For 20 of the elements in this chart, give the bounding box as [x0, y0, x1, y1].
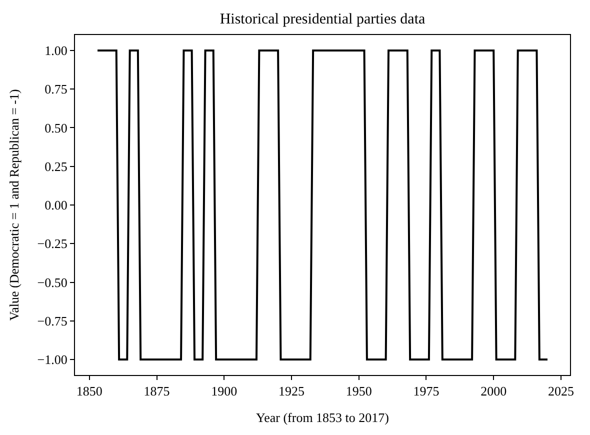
y-axis-title: Value (Democratic = 1 and Republican = -1) [6, 89, 22, 321]
y-tick-label: −1.00 [37, 352, 68, 368]
y-tick-label: −0.50 [37, 274, 68, 290]
x-axis-title: Year (from 1853 to 2017) [256, 410, 389, 426]
y-tick-label: 0.75 [44, 82, 68, 97]
x-tick-label: 1900 [211, 384, 238, 399]
chart-title: Historical presidential parties data [220, 12, 426, 28]
x-tick-label: 2000 [480, 384, 507, 399]
x-tick-label: 1950 [346, 384, 372, 399]
y-tick-label: 0.50 [44, 120, 68, 136]
y-tick-label: −0.25 [37, 236, 68, 252]
x-tick-label: 1975 [413, 384, 440, 399]
x-tick-label: 1850 [76, 384, 102, 399]
y-tick-label: 0.00 [44, 198, 68, 213]
x-tick-label: 1875 [144, 384, 170, 399]
y-tick-label: 0.25 [44, 158, 68, 174]
x-tick-label: 2025 [548, 384, 574, 399]
y-tick-label: 1.00 [44, 43, 68, 58]
x-tick-label: 1925 [278, 384, 305, 399]
y-tick-label: −0.75 [37, 313, 68, 328]
